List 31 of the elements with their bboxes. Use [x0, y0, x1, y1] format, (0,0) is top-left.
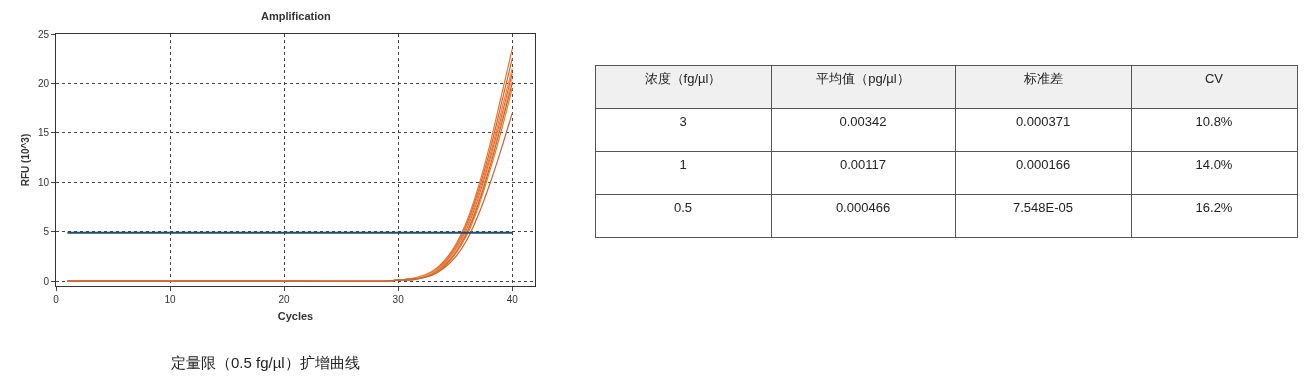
y-tick-label: 25 — [37, 28, 50, 40]
chart-title: Amplification — [261, 10, 331, 22]
y-tick-label: 15 — [37, 127, 50, 139]
text: 1 — [679, 156, 687, 172]
x-tick-label: 10 — [164, 294, 177, 305]
y-tick-label: 20 — [37, 77, 50, 89]
category-label: 平均值（pg/µl） — [816, 70, 910, 86]
text: 16.2% — [1195, 199, 1233, 215]
text: 14.0% — [1195, 156, 1233, 172]
text: 0.000466 — [835, 199, 891, 215]
text: 10.8% — [1195, 113, 1233, 129]
x-tick-label: 40 — [506, 294, 519, 305]
y-tick-label: 0 — [43, 275, 50, 287]
x-axis-title: Cycles — [277, 310, 314, 323]
text: 7.548E-05 — [1013, 199, 1073, 215]
y-tick-label: 10 — [37, 176, 50, 188]
x-tick-label: 30 — [392, 294, 405, 305]
text: 0.5 — [673, 199, 693, 215]
text: 0.000371 — [1015, 113, 1071, 129]
text: 0.00117 — [839, 156, 887, 172]
x-tick-label: 20 — [278, 294, 291, 305]
category-label: 标准差 — [1022, 70, 1063, 86]
category-label: 浓度（fg/µl） — [644, 70, 722, 86]
y-tick-label: 5 — [43, 226, 50, 238]
category-label: CV — [1204, 70, 1224, 86]
text: 3 — [679, 113, 687, 129]
x-tick-label: 0 — [53, 294, 60, 305]
text: 0.00342 — [839, 113, 887, 129]
text: 0.000166 — [1015, 156, 1071, 172]
y-axis-title: RFU (10^3) — [19, 133, 31, 187]
text: 定量限（0.5 fg/µl）扩增曲线 — [171, 354, 360, 371]
